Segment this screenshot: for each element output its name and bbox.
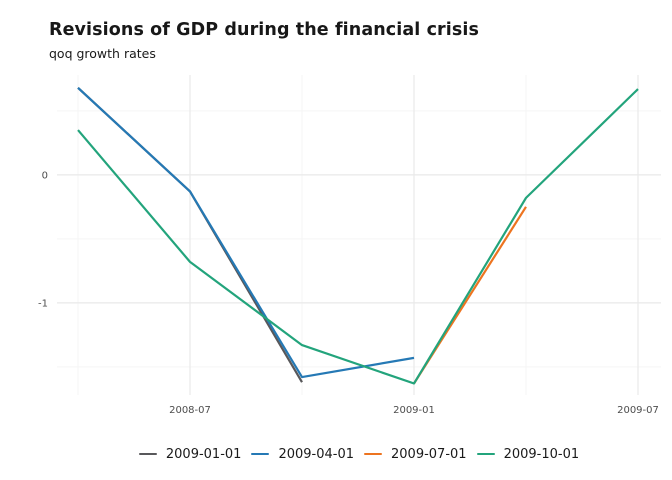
x-tick-label: 2009-07	[617, 405, 659, 416]
legend-item-2009-07-01: 2009-07-01	[364, 447, 467, 462]
legend-label: 2009-07-01	[391, 446, 467, 462]
legend-label: 2009-10-01	[503, 446, 580, 462]
plot-area: 2008-07 2009-01 2009-07 0 -1	[38, 75, 661, 416]
series-line-2009-10-01	[77, 88, 639, 385]
legend: 2009-01-01 2009-04-01 2009-07-01 2009-10-01	[57, 443, 661, 465]
legend-key-line	[476, 452, 495, 456]
legend-key-line	[251, 452, 270, 456]
legend-key-line	[364, 452, 382, 456]
legend-item-2009-10-01: 2009-10-01	[476, 446, 580, 462]
legend-label: 2009-04-01	[278, 446, 354, 462]
chart-subtitle: qoq growth rates	[49, 46, 156, 61]
legend-label: 2009-01-01	[165, 446, 242, 462]
legend-key-line	[138, 452, 157, 456]
legend-item-2009-01-01: 2009-01-01	[138, 446, 242, 462]
y-tick-label: 0	[42, 170, 48, 181]
chart-title: Revisions of GDP during the financial cr…	[49, 20, 480, 40]
x-tick-label: 2008-07	[169, 405, 211, 416]
series-line-2009-04-01	[77, 86, 415, 379]
x-tick-label: 2009-01	[393, 405, 435, 416]
y-tick-label: -1	[38, 298, 48, 309]
legend-item-2009-04-01: 2009-04-01	[251, 447, 354, 462]
